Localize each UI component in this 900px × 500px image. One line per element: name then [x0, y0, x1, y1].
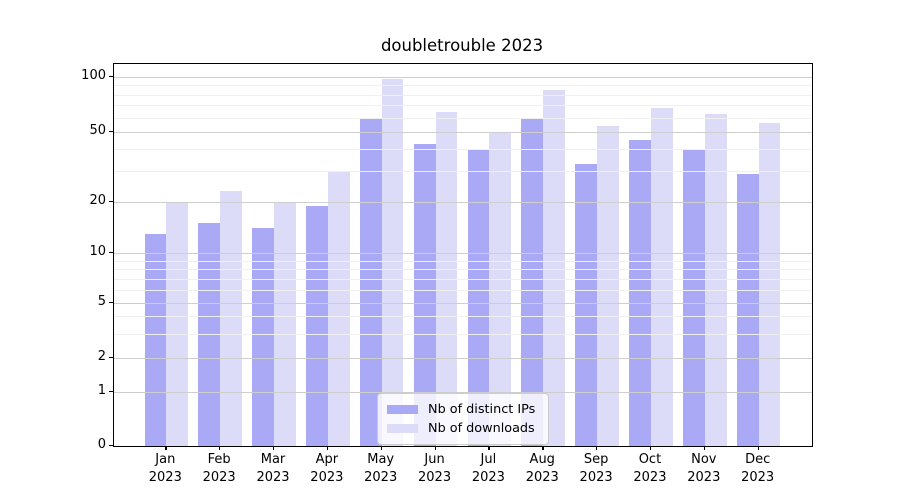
x-tick-label-aug: Aug 2023: [525, 452, 559, 485]
y-tick-mark-2: [109, 357, 113, 359]
x-tick-label-sep: Sep 2023: [579, 452, 613, 485]
y-tick-label-10: 10: [89, 244, 106, 259]
x-tick-label-dec: Dec 2023: [741, 452, 775, 485]
y-tick-mark-100: [109, 76, 113, 78]
bar-downloads-aug: [543, 89, 566, 446]
x-tick-mark-dec: [757, 446, 759, 451]
bar-distinct-ips-nov: [683, 149, 705, 446]
bar-downloads-dec: [758, 123, 781, 446]
y-tick-mark-50: [109, 131, 113, 133]
x-tick-label-feb: Feb 2023: [202, 452, 236, 485]
x-tick-mark-mar: [273, 446, 275, 451]
y-tick-mark-0: [109, 445, 113, 447]
bar-downloads-jul: [489, 132, 512, 446]
chart-title: doubletrouble 2023: [380, 36, 544, 55]
legend: Nb of distinct IPs Nb of downloads: [377, 393, 549, 445]
x-tick-label-oct: Oct 2023: [633, 452, 667, 485]
y-tick-mark-10: [109, 252, 113, 254]
y-tick-label-100: 100: [81, 68, 106, 83]
x-tick-label-jun: Jun 2023: [418, 452, 452, 485]
bar-distinct-ips-may: [359, 117, 382, 446]
x-tick-mark-oct: [649, 446, 652, 451]
legend-swatch-distinct-ips: [387, 405, 418, 414]
y-tick-label-0: 0: [97, 437, 106, 452]
y-tick-mark-1: [109, 391, 113, 393]
x-tick-mark-apr: [326, 446, 329, 451]
y-tick-mark-5: [109, 302, 113, 304]
bar-distinct-ips-apr: [306, 205, 328, 446]
bar-downloads-sep: [597, 125, 619, 446]
x-tick-label-jan: Jan 2023: [148, 452, 182, 485]
bar-distinct-ips-oct: [629, 140, 651, 446]
x-tick-label-mar: Mar 2023: [256, 452, 290, 485]
legend-label-downloads: Nb of downloads: [428, 421, 535, 436]
y-tick-label-50: 50: [89, 123, 106, 138]
bar-distinct-ips-jan: [144, 233, 167, 446]
plot-area: Nb of distinct IPs Nb of downloads: [113, 63, 813, 447]
y-tick-label-20: 20: [89, 193, 106, 208]
x-tick-mark-may: [380, 446, 382, 451]
bar-distinct-ips-feb: [198, 223, 221, 446]
x-tick-mark-nov: [703, 446, 706, 451]
y-tick-label-5: 5: [97, 294, 106, 309]
bar-distinct-ips-mar: [252, 228, 274, 446]
bar-distinct-ips-jun: [413, 143, 436, 446]
x-tick-label-may: May 2023: [364, 452, 398, 485]
bar-distinct-ips-sep: [575, 163, 598, 446]
bar-downloads-mar: [274, 202, 296, 446]
x-tick-mark-aug: [542, 446, 544, 451]
bar-distinct-ips-jul: [467, 149, 490, 446]
bar-downloads-feb: [220, 191, 242, 446]
y-tick-label-1: 1: [97, 383, 106, 398]
bar-distinct-ips-aug: [521, 118, 544, 446]
bar-downloads-oct: [650, 107, 673, 446]
legend-swatch-downloads: [387, 424, 418, 433]
legend-item-downloads: Nb of downloads: [387, 419, 540, 438]
bars-layer: [114, 64, 812, 446]
y-tick-label-2: 2: [97, 349, 106, 364]
bar-downloads-jan: [166, 202, 189, 446]
x-tick-label-nov: Nov 2023: [687, 452, 721, 485]
legend-item-distinct-ips: Nb of distinct IPs: [387, 400, 540, 419]
x-tick-mark-sep: [596, 446, 598, 451]
bar-distinct-ips-dec: [736, 173, 759, 446]
x-tick-label-apr: Apr 2023: [310, 452, 344, 485]
bar-downloads-nov: [704, 113, 727, 446]
x-tick-mark-feb: [219, 446, 221, 451]
legend-label-distinct-ips: Nb of distinct IPs: [428, 402, 536, 417]
x-tick-mark-jun: [434, 446, 436, 451]
x-tick-mark-jan: [165, 446, 167, 451]
bar-downloads-may: [381, 79, 404, 446]
x-tick-mark-jul: [488, 446, 490, 451]
bar-downloads-apr: [327, 171, 350, 446]
y-tick-mark-20: [109, 201, 113, 203]
x-tick-label-jul: Jul 2023: [471, 452, 505, 485]
